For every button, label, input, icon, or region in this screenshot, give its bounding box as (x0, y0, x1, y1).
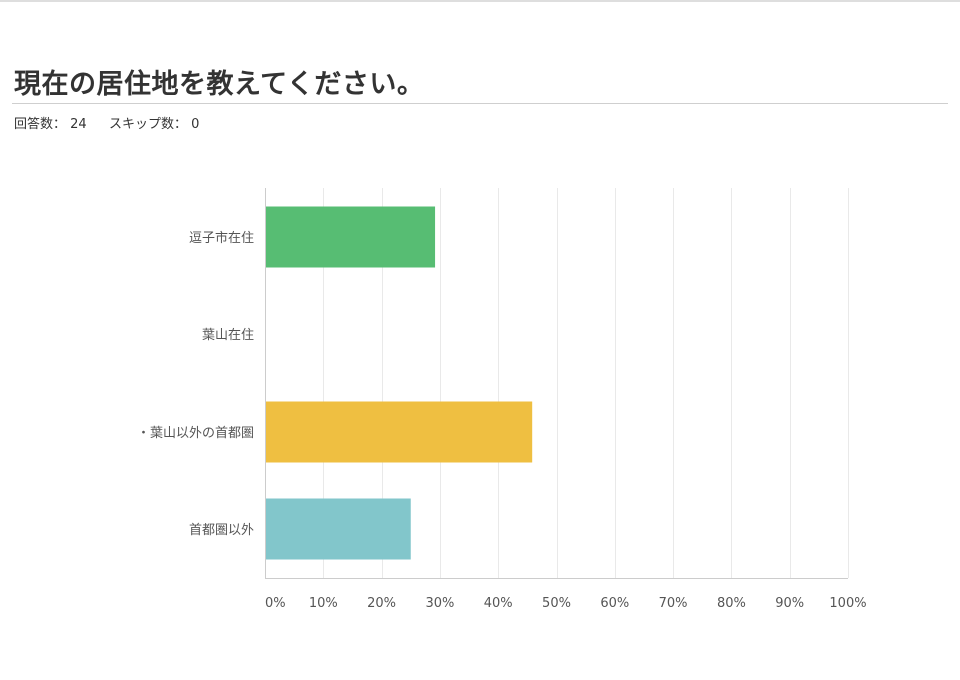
x-tick-label: 90% (775, 596, 804, 611)
response-stats: 回答数： 24 スキップ数： 0 (14, 113, 199, 132)
question-title: 現在の居住地を教えてください。 (14, 69, 425, 100)
skipped-label: スキップ数： (108, 117, 187, 132)
x-tick-label: 20% (367, 596, 396, 611)
category-label: 逗子市在住 (189, 230, 254, 246)
top-border (0, 0, 960, 2)
skipped-count: 0 (191, 117, 200, 132)
answered-label: 回答数： (14, 117, 67, 132)
x-tick-label: 100% (829, 596, 866, 611)
bar (265, 401, 533, 463)
answered-count: 24 (70, 117, 87, 132)
x-tick-label: 70% (659, 596, 688, 611)
bar (265, 498, 411, 560)
x-tick-label: 40% (484, 596, 513, 611)
x-tick-label: 50% (542, 596, 571, 611)
x-tick-label: 30% (425, 596, 454, 611)
x-tick-label: 0% (265, 596, 286, 611)
category-label: 首都圏以外 (189, 523, 254, 538)
x-tick-label: 60% (600, 596, 629, 611)
category-label: ・葉山以外の首都圏 (137, 426, 254, 441)
bar (265, 206, 436, 268)
x-tick-label: 10% (309, 596, 338, 611)
title-divider (12, 103, 948, 104)
category-label: 葉山在住 (202, 328, 254, 343)
x-tick-label: 80% (717, 596, 746, 611)
